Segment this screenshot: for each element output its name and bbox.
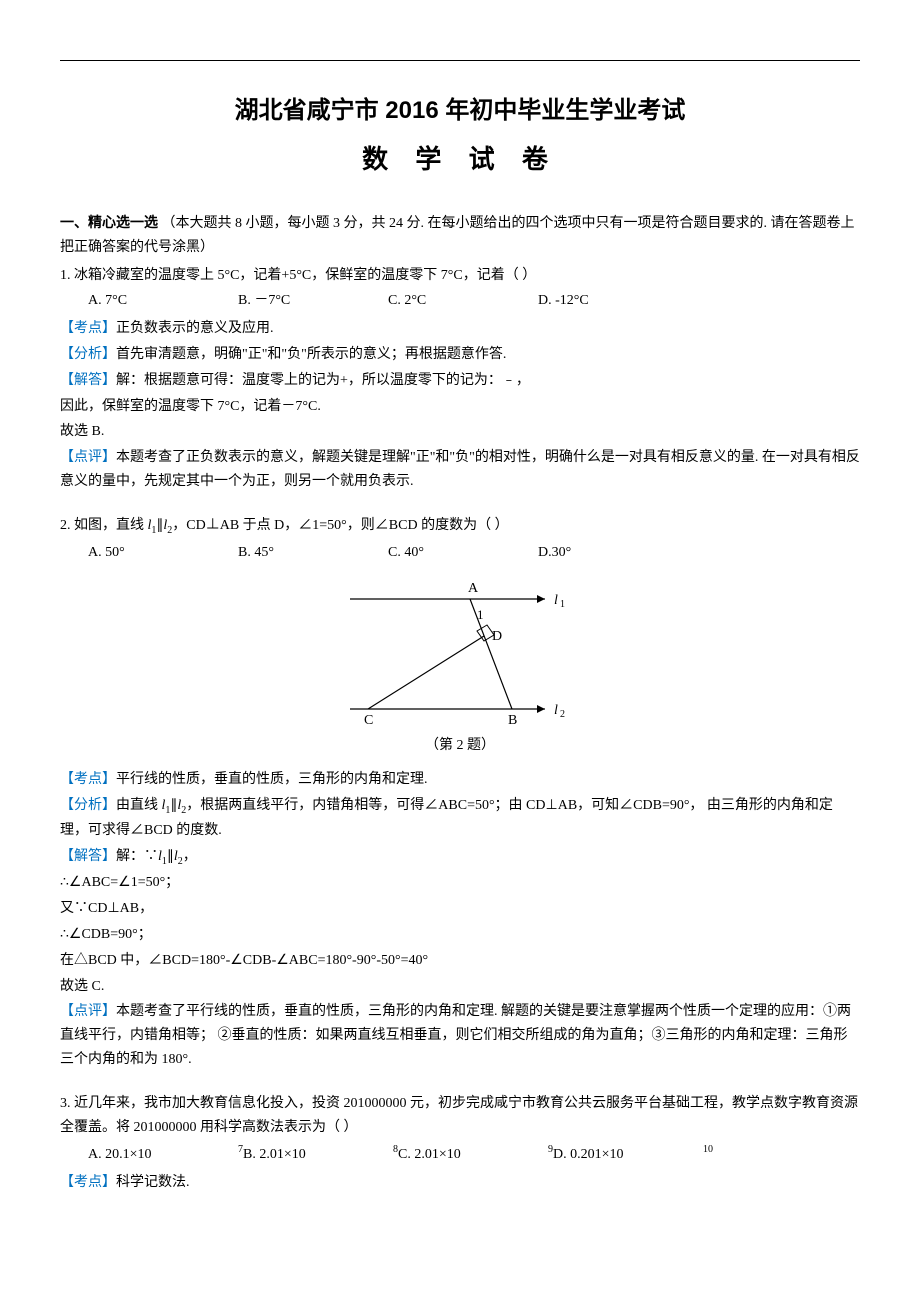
kaodian-text: 正负数表示的意义及应用. (116, 321, 274, 336)
jieda-label: 【解答】 (60, 849, 116, 864)
q2-jieda-l6: 故选 C. (60, 975, 860, 999)
q1-opt-a: A. 7°C (88, 289, 238, 313)
q3-text: 3. 近几年来，我市加大教育信息化投入，投资 201000000 元，初步完成咸… (60, 1092, 860, 1140)
label-C: C (364, 713, 373, 728)
q2-jieda-l5: 在△BCD 中，∠BCD=180°-∠CDB-∠ABC=180°-90°-50°… (60, 949, 860, 973)
q1-opt-c: C. 2°C (388, 289, 538, 313)
q2-jieda: 【解答】解：∵l1∥l2， (60, 845, 860, 870)
label-l1: l (554, 593, 558, 608)
jieda-l1a: 解：∵ (116, 849, 158, 864)
q2-text-p2: ，CD⊥AB 于点 D，∠1=50°，则∠BCD 的度数为（ ） (172, 518, 508, 533)
jieda-label: 【解答】 (60, 373, 116, 388)
geometry-diagram: A 1 D C B l 1 l 2 (320, 574, 600, 729)
dianping-label: 【点评】 (60, 450, 116, 465)
q1-kaodian: 【考点】正负数表示的意义及应用. (60, 317, 860, 341)
q3-opt-c: C. 2.01×109 (398, 1141, 553, 1166)
label-l2: l (554, 703, 558, 718)
q3-opt-c-text: C. 2.01×10 (398, 1143, 548, 1167)
spacer (60, 1074, 860, 1088)
kaodian-text: 科学记数法. (116, 1175, 190, 1190)
spacer (60, 496, 860, 510)
l1-sub-2: 1 (165, 805, 170, 816)
jieda-l1: 解：根据题意可得：温度零上的记为+，所以温度零下的记为：﹣， (116, 373, 530, 388)
label-D: D (492, 629, 502, 644)
question-3: 3. 近几年来，我市加大教育信息化投入，投资 201000000 元，初步完成咸… (60, 1092, 860, 1167)
q3-kaodian: 【考点】科学记数法. (60, 1171, 860, 1195)
q2-caption: （第 2 题） (60, 734, 860, 758)
q1-opt-b: B. －7°C (238, 289, 388, 313)
dianping-label: 【点评】 (60, 1004, 116, 1019)
jieda-l1b: ， (183, 849, 197, 864)
section-1-header: 一、精心选一选 （本大题共 8 小题，每小题 3 分，共 24 分. 在每小题给… (60, 211, 860, 260)
q1-jieda: 【解答】解：根据题意可得：温度零上的记为+，所以温度零下的记为：﹣， (60, 369, 860, 393)
q2-text-p1: 2. 如图，直线 (60, 518, 148, 533)
q2-opt-d: D.30° (538, 541, 688, 565)
kaodian-label: 【考点】 (60, 772, 116, 787)
fenxi-label: 【分析】 (60, 347, 116, 362)
kaodian-label: 【考点】 (60, 321, 116, 336)
q1-text: 1. 冰箱冷藏室的温度零上 5°C，记着+5°C，保鲜室的温度零下 7°C，记着… (60, 264, 860, 288)
q2-dianping: 【点评】本题考查了平行线的性质，垂直的性质，三角形的内角和定理. 解题的关键是要… (60, 1000, 860, 1071)
top-border (60, 60, 860, 61)
section-desc: （本大题共 8 小题，每小题 3 分，共 24 分. 在每小题给出的四个选项中只… (60, 216, 855, 255)
label-l1-sub: 1 (560, 599, 565, 610)
q1-opt-d: D. -12°C (538, 289, 688, 313)
question-1: 1. 冰箱冷藏室的温度零上 5°C，记着+5°C，保鲜室的温度零下 7°C，记着… (60, 264, 860, 314)
q3-opt-b-text: B. 2.01×10 (243, 1143, 393, 1167)
kaodian-label: 【考点】 (60, 1175, 116, 1190)
exam-title: 湖北省咸宁市 2016 年初中毕业生学业考试 (60, 91, 860, 132)
l1-sub-3: 1 (162, 855, 167, 866)
fenxi-p2: ，根据两直线平行，内错角相等，可得∠ABC=50°；由 CD⊥AB，可知∠CDB… (60, 798, 833, 838)
dianping-text: 本题考查了正负数表示的意义，解题关键是理解"正"和"负"的相对性，明确什么是一对… (60, 450, 860, 489)
l1-sub: 1 (151, 525, 156, 536)
q2-kaodian: 【考点】平行线的性质，垂直的性质，三角形的内角和定理. (60, 768, 860, 792)
fenxi-p1: 由直线 (116, 798, 162, 813)
q2-figure: A 1 D C B l 1 l 2 （第 2 题） (60, 574, 860, 758)
q2-jieda-l3: 又∵CD⊥AB， (60, 897, 860, 921)
label-l2-sub: 2 (560, 709, 565, 720)
q3-opt-b: B. 2.01×108 (243, 1141, 398, 1166)
fenxi-text: 首先审清题意，明确"正"和"负"所表示的意义；再根据题意作答. (116, 347, 506, 362)
label-B: B (508, 713, 517, 728)
q2-text: 2. 如图，直线 l1∥l2，CD⊥AB 于点 D，∠1=50°，则∠BCD 的… (60, 514, 860, 539)
q1-dianping: 【点评】本题考查了正负数表示的意义，解题关键是理解"正"和"负"的相对性，明确什… (60, 446, 860, 494)
dianping-text: 本题考查了平行线的性质，垂直的性质，三角形的内角和定理. 解题的关键是要注意掌握… (60, 1004, 851, 1067)
q3-opt-a: A. 20.1×107 (88, 1141, 243, 1166)
q1-options: A. 7°C B. －7°C C. 2°C D. -12°C (88, 289, 860, 313)
exam-subtitle: 数 学 试 卷 (60, 137, 860, 181)
label-A: A (468, 581, 479, 596)
q3-opt-a-text: A. 20.1×10 (88, 1143, 238, 1167)
question-2: 2. 如图，直线 l1∥l2，CD⊥AB 于点 D，∠1=50°，则∠BCD 的… (60, 514, 860, 565)
q3-opt-d-text: D. 0.201×10 (553, 1143, 703, 1167)
q1-fenxi: 【分析】首先审清题意，明确"正"和"负"所表示的意义；再根据题意作答. (60, 343, 860, 367)
q3-options: A. 20.1×107 B. 2.01×108 C. 2.01×109 D. 0… (88, 1141, 860, 1166)
label-1: 1 (477, 607, 484, 622)
kaodian-text: 平行线的性质，垂直的性质，三角形的内角和定理. (116, 772, 428, 787)
q2-fenxi: 【分析】由直线 l1∥l2，根据两直线平行，内错角相等，可得∠ABC=50°；由… (60, 794, 860, 843)
q1-jieda-l3: 故选 B. (60, 420, 860, 444)
q2-opt-a: A. 50° (88, 541, 238, 565)
q2-opt-b: B. 45° (238, 541, 388, 565)
q3-opt-d: D. 0.201×1010 (553, 1141, 713, 1166)
section-label: 一、精心选一选 (60, 214, 158, 230)
q2-jieda-l2: ∴∠ABC=∠1=50°； (60, 871, 860, 895)
q1-jieda-l2: 因此，保鲜室的温度零下 7°C，记着－7°C. (60, 395, 860, 419)
q2-jieda-l4: ∴∠CDB=90°； (60, 923, 860, 947)
q2-opt-c: C. 40° (388, 541, 538, 565)
q2-options: A. 50° B. 45° C. 40° D.30° (88, 541, 860, 565)
fenxi-label: 【分析】 (60, 798, 116, 813)
q3-opt-d-sup: 10 (703, 1144, 713, 1155)
